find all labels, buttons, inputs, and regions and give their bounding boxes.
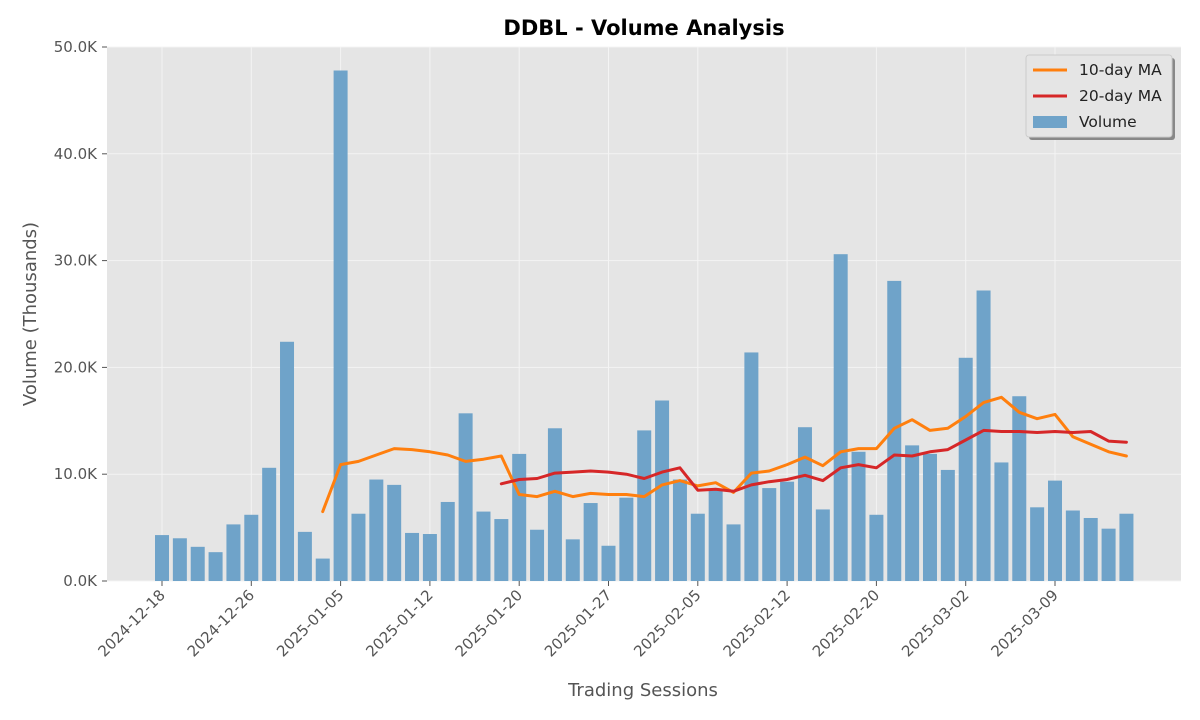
volume-bar	[869, 514, 884, 581]
volume-bar	[530, 529, 545, 581]
x-tick-label: 2025-01-12	[362, 586, 436, 660]
volume-bar	[458, 413, 473, 581]
volume-bar	[405, 532, 420, 581]
volume-bar	[440, 501, 455, 581]
volume-bar	[619, 497, 634, 581]
volume-bar	[476, 511, 491, 581]
x-tick-label: 2025-02-20	[809, 586, 883, 660]
volume-bar	[422, 534, 437, 581]
volume-bar	[655, 400, 670, 581]
volume-bar	[994, 462, 1009, 581]
volume-bar	[1119, 513, 1134, 581]
volume-bar	[797, 427, 812, 581]
y-tick-label: 40.0K	[54, 145, 98, 163]
volume-bar	[172, 538, 187, 581]
volume-bar	[1048, 480, 1062, 581]
volume-bar	[226, 524, 241, 581]
volume-bar	[547, 428, 562, 581]
y-tick-label: 50.0K	[54, 38, 98, 56]
volume-bar	[940, 469, 955, 581]
volume-bar	[922, 453, 937, 581]
volume-bar	[672, 479, 687, 581]
volume-bar	[851, 451, 866, 581]
x-tick-label: 2024-12-18	[94, 586, 168, 660]
volume-bar	[887, 280, 902, 581]
y-tick-label: 10.0K	[54, 465, 98, 483]
x-tick-label: 2024-12-26	[184, 586, 258, 660]
volume-bar	[1101, 528, 1116, 581]
volume-bar	[762, 488, 777, 581]
x-axis: 2024-12-18 2024-12-26 2025-01-05 2025-01-12…	[94, 581, 1062, 660]
ma10-line	[321, 395, 1128, 514]
x-tick-label: 2025-02-12	[720, 586, 794, 660]
volume-bar	[333, 70, 348, 581]
volume-bar	[905, 445, 920, 581]
x-tick-label: 2025-01-27	[541, 586, 615, 660]
y-axis: 0.0K 10.0K 20.0K 30.0K 40.0K 50.0K	[54, 38, 107, 590]
x-tick-label: 2025-01-05	[273, 586, 347, 660]
y-tick-label: 30.0K	[54, 252, 98, 270]
y-tick-label: 0.0K	[63, 572, 98, 590]
volume-bar	[315, 558, 330, 581]
x-axis-label: Trading Sessions	[567, 680, 718, 701]
volume-bar	[744, 352, 759, 581]
volume-bar	[297, 531, 312, 581]
volume-bar	[601, 545, 616, 581]
volume-bar	[244, 514, 259, 581]
y-tick-label: 20.0K	[54, 358, 98, 376]
volume-bar	[387, 484, 402, 581]
volume-bar	[708, 489, 723, 581]
x-tick-label: 2025-02-05	[630, 586, 704, 660]
volume-bar	[155, 535, 169, 581]
x-tick-label: 2025-03-09	[987, 586, 1061, 660]
volume-bar	[280, 341, 295, 581]
volume-bar	[780, 481, 795, 581]
volume-bars	[155, 70, 1134, 581]
volume-bar	[976, 290, 991, 581]
volume-bar	[583, 503, 598, 581]
volume-bar	[565, 539, 580, 581]
volume-bar	[351, 513, 366, 581]
volume-bar	[512, 453, 527, 581]
volume-bar	[815, 509, 830, 581]
moving-average-lines	[321, 395, 1128, 514]
volume-bar	[958, 357, 973, 581]
volume-bar	[1012, 396, 1027, 581]
legend-item-ma20-label: 20-day MA	[1079, 87, 1162, 105]
volume-bar	[1083, 517, 1098, 581]
volume-bar	[637, 430, 652, 581]
legend-item-volume-label: Volume	[1079, 113, 1137, 131]
volume-bar	[208, 552, 223, 581]
volume-bar	[494, 519, 509, 581]
chart-title: DDBL - Volume Analysis	[503, 16, 784, 40]
volume-bar	[690, 513, 705, 581]
y-axis-label: Volume (Thousands)	[20, 222, 41, 406]
legend: 10-day MA 20-day MA Volume	[1025, 54, 1175, 140]
x-tick-label: 2025-01-20	[452, 586, 526, 660]
volume-bar	[369, 479, 384, 581]
volume-bar	[1030, 507, 1045, 581]
volume-bar	[833, 254, 848, 581]
legend-item-volume-swatch	[1033, 116, 1067, 128]
legend-item-ma10-label: 10-day MA	[1079, 61, 1162, 79]
volume-bar	[726, 524, 741, 581]
ma20-line	[499, 428, 1128, 493]
volume-bar	[262, 467, 277, 581]
volume-bar	[190, 546, 205, 581]
volume-bar	[1065, 510, 1080, 581]
x-tick-label: 2025-03-02	[898, 586, 972, 660]
